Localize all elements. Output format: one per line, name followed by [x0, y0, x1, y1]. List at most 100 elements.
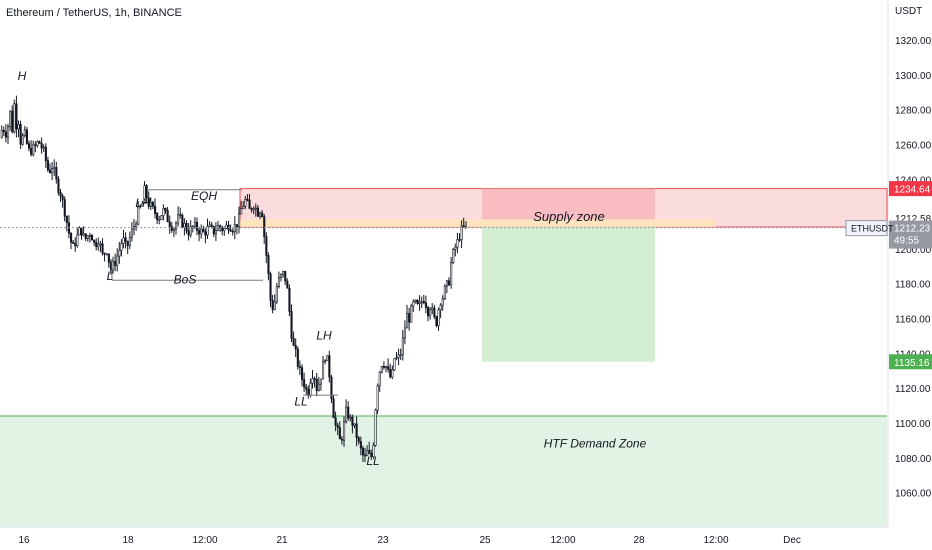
- candle-body: [158, 219, 161, 221]
- candle-body: [40, 143, 43, 149]
- candle-body: [328, 355, 331, 378]
- candle-body: [120, 243, 123, 251]
- y-tick-label: 1160.00: [895, 315, 931, 326]
- candle-body: [370, 453, 373, 458]
- candle-body: [225, 224, 228, 229]
- candle-body: [317, 383, 320, 391]
- candle-body: [44, 146, 47, 161]
- candle-body: [162, 208, 165, 216]
- candle-body: [36, 141, 39, 146]
- candle-body: [101, 243, 104, 254]
- candle-body: [384, 366, 388, 368]
- candle-body: [389, 368, 392, 378]
- candle-body: [168, 221, 171, 227]
- candle-body: [361, 447, 365, 456]
- candle-body: [34, 144, 37, 147]
- candle-body: [126, 240, 129, 247]
- candle-body: [175, 222, 178, 230]
- candle-body: [324, 360, 327, 363]
- annotation-label: EQH: [191, 189, 217, 203]
- candle-body: [252, 208, 255, 211]
- candle-body: [208, 224, 211, 227]
- candle-body: [51, 168, 54, 173]
- x-tick-label: 28: [633, 535, 645, 546]
- candle-body: [267, 255, 270, 275]
- candle-body: [326, 355, 329, 362]
- candle-body: [464, 221, 467, 227]
- supply-top-badge: 1234.64: [894, 185, 931, 196]
- candle-body: [359, 441, 362, 449]
- y-tick-label: 1180.00: [895, 280, 931, 291]
- candle-body: [206, 226, 209, 236]
- candle-body: [269, 273, 272, 301]
- candle-body: [399, 354, 402, 356]
- candle-body: [366, 450, 369, 457]
- candle-body: [254, 207, 257, 210]
- candle-body: [282, 270, 285, 275]
- y-tick-label: 1280.00: [895, 106, 932, 117]
- candle-body: [405, 313, 409, 329]
- candle-body: [238, 213, 241, 228]
- y-tick-label: 1060.00: [895, 489, 932, 500]
- candle-body: [420, 301, 423, 303]
- candle-body: [223, 228, 226, 232]
- candle-body: [135, 223, 138, 227]
- candle-body: [124, 237, 127, 242]
- candle-body: [342, 421, 346, 441]
- candle-body: [72, 241, 75, 244]
- candle-body: [311, 378, 314, 384]
- candle-body: [32, 144, 35, 155]
- candle-body: [372, 445, 375, 458]
- candle-body: [53, 167, 56, 169]
- currency-label: USDT: [895, 6, 922, 17]
- candle-body: [397, 354, 400, 358]
- candle-body: [443, 285, 446, 300]
- y-tick-label: 1260.00: [895, 140, 932, 151]
- candle-body: [349, 416, 352, 419]
- y-tick-label: 1320.00: [895, 36, 932, 47]
- last-price-badge-bg: [889, 220, 932, 249]
- candle-body: [279, 273, 283, 278]
- candle-body: [27, 143, 31, 149]
- candle-body: [410, 305, 413, 323]
- candle-body: [435, 316, 438, 327]
- candle-body: [265, 236, 268, 256]
- candle-body: [416, 299, 419, 304]
- candle-body: [7, 126, 10, 138]
- candle-body: [401, 337, 404, 355]
- candle-body: [202, 228, 205, 233]
- candle-body: [345, 406, 348, 422]
- candle-body: [128, 236, 131, 247]
- candle-body: [250, 208, 253, 211]
- candle-body: [4, 131, 7, 138]
- candle-body: [183, 223, 186, 228]
- candle-body: [433, 307, 436, 317]
- x-tick-label: 25: [479, 535, 491, 546]
- candle-body: [321, 361, 325, 380]
- symbol-badge: ETHUSDT: [851, 224, 894, 234]
- candle-body: [292, 337, 295, 346]
- candle-body: [460, 225, 463, 240]
- candle-body: [261, 212, 264, 217]
- candle-body: [263, 216, 266, 238]
- candle-body: [191, 225, 194, 228]
- candle-body: [82, 233, 85, 236]
- candle-body: [166, 210, 169, 223]
- candle-body: [454, 246, 457, 250]
- candle-body: [19, 124, 22, 145]
- candle-body: [65, 215, 68, 224]
- annotation-label: LH: [135, 196, 151, 210]
- candle-body: [160, 215, 163, 220]
- x-tick-label: 16: [18, 535, 30, 546]
- candle-body: [57, 178, 60, 193]
- x-tick-label: 18: [122, 535, 134, 546]
- candle-body: [196, 222, 199, 231]
- candle-body: [334, 417, 337, 426]
- candle-body: [107, 253, 110, 263]
- candle-body: [437, 309, 440, 327]
- candle-body: [273, 301, 276, 310]
- candle-body: [378, 371, 381, 387]
- candle-body: [59, 192, 62, 197]
